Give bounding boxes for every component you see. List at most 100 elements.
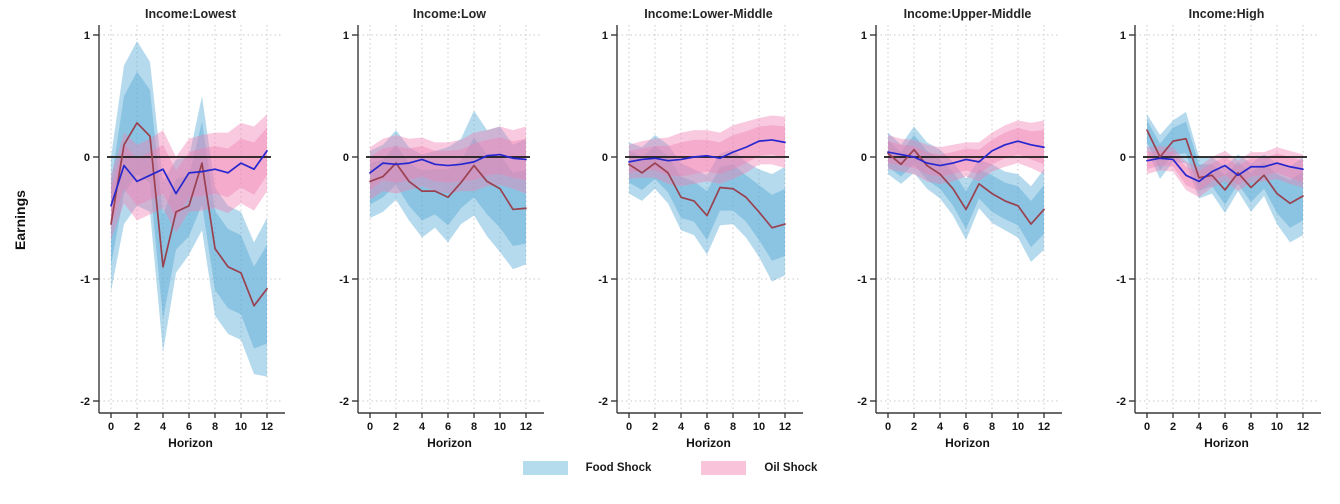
food-outer-band — [1147, 111, 1303, 243]
x-tick-label: 2 — [1170, 421, 1176, 433]
x-tick-label: 8 — [471, 421, 477, 433]
oil-shock-line — [628, 139, 786, 163]
y-tick-label: -2 — [1116, 396, 1126, 408]
x-tick-label: 0 — [367, 421, 373, 433]
oil-inner-band — [629, 125, 785, 177]
y-tick-label: -1 — [857, 274, 867, 286]
y-tick-label: -1 — [80, 274, 90, 286]
oil-outer-band — [629, 115, 785, 187]
food-outer-band — [888, 126, 1044, 262]
x-tick-label: 2 — [911, 421, 917, 433]
food-inner-band — [629, 146, 785, 261]
y-axis-title: Earnings — [12, 190, 28, 250]
legend-item-food-shock: Food Shock — [522, 461, 652, 475]
oil-inner-band — [1147, 150, 1303, 192]
x-tick-label: 0 — [1144, 421, 1150, 433]
x-tick-label: 0 — [885, 421, 891, 433]
x-tick-label: 12 — [779, 421, 791, 433]
food-outer-band — [370, 110, 526, 270]
y-tick-label: 0 — [84, 152, 90, 164]
legend: Food Shock Oil Shock — [0, 461, 1340, 475]
x-tick-label: 4 — [160, 421, 167, 433]
x-tick-label: 12 — [261, 421, 273, 433]
x-tick-label: 2 — [134, 421, 140, 433]
oil-outer-band — [111, 114, 267, 240]
y-tick-label: -1 — [339, 274, 349, 286]
x-tick-label: 4 — [678, 421, 685, 433]
x-axis-title: Horizon — [427, 436, 472, 450]
panel-title: Income:Lowest — [145, 7, 237, 21]
y-tick-label: -2 — [598, 396, 608, 408]
panel-title: Income:High — [1189, 7, 1265, 21]
x-tick-label: 8 — [989, 421, 995, 433]
x-tick-label: 4 — [937, 421, 944, 433]
x-tick-label: 2 — [652, 421, 658, 433]
y-tick-label: 0 — [343, 152, 349, 164]
x-tick-label: 4 — [419, 421, 426, 433]
food-inner-band — [370, 137, 526, 247]
x-tick-label: 8 — [1248, 421, 1254, 433]
food-shock-line — [887, 148, 1045, 225]
x-axis-title: Horizon — [1204, 436, 1249, 450]
y-tick-label: 0 — [602, 152, 608, 164]
x-axis-title: Horizon — [686, 436, 731, 450]
oil-outer-band — [888, 120, 1044, 184]
x-tick-label: 12 — [520, 421, 532, 433]
y-tick-label: -2 — [80, 396, 90, 408]
food-outer-band — [629, 135, 785, 282]
x-tick-label: 8 — [730, 421, 736, 433]
y-tick-label: 1 — [343, 30, 349, 42]
x-tick-label: 12 — [1297, 421, 1309, 433]
panel-title: Income:Upper-Middle — [904, 7, 1032, 21]
x-tick-label: 0 — [626, 421, 632, 433]
panel-title: Income:Low — [413, 7, 486, 21]
food-outer-band — [111, 41, 267, 377]
y-tick-label: 1 — [602, 30, 608, 42]
food-shock-line — [628, 162, 786, 229]
food-shock-line — [1146, 129, 1304, 205]
x-tick-label: 10 — [1271, 421, 1283, 433]
x-tick-label: 8 — [212, 421, 218, 433]
y-tick-label: 0 — [861, 152, 867, 164]
x-tick-label: 10 — [494, 421, 506, 433]
x-tick-label: 6 — [1222, 421, 1228, 433]
x-tick-label: 10 — [753, 421, 765, 433]
oil-shock-line — [369, 153, 527, 174]
oil-inner-band — [111, 127, 267, 227]
y-tick-label: 0 — [1120, 152, 1126, 164]
x-tick-label: 6 — [186, 421, 192, 433]
oil-shock-line — [1146, 157, 1304, 183]
oil-shock-swatch — [701, 461, 747, 475]
oil-shock-line — [110, 150, 268, 207]
x-tick-label: 6 — [963, 421, 969, 433]
oil-outer-band — [1147, 146, 1303, 198]
food-shock-line — [110, 121, 268, 307]
x-tick-label: 2 — [393, 421, 399, 433]
x-tick-label: 12 — [1038, 421, 1050, 433]
x-tick-label: 10 — [1012, 421, 1024, 433]
panel-title: Income:Lower-Middle — [644, 7, 773, 21]
x-tick-label: 6 — [704, 421, 710, 433]
food-inner-band — [1147, 120, 1303, 228]
y-tick-label: 1 — [84, 30, 90, 42]
x-axis-title: Horizon — [168, 436, 213, 450]
y-tick-label: -1 — [1116, 274, 1126, 286]
y-tick-label: 1 — [861, 30, 867, 42]
x-axis-title: Horizon — [945, 436, 990, 450]
oil-shock-line — [887, 140, 1045, 167]
x-tick-label: 10 — [235, 421, 247, 433]
x-tick-label: 6 — [445, 421, 451, 433]
legend-label-oil-shock: Oil Shock — [764, 462, 818, 474]
x-tick-label: 4 — [1196, 421, 1203, 433]
y-tick-label: 1 — [1120, 30, 1126, 42]
y-tick-label: -1 — [598, 274, 608, 286]
y-tick-label: -2 — [339, 396, 349, 408]
x-tick-label: 0 — [108, 421, 114, 433]
legend-label-food-shock: Food Shock — [585, 462, 652, 474]
